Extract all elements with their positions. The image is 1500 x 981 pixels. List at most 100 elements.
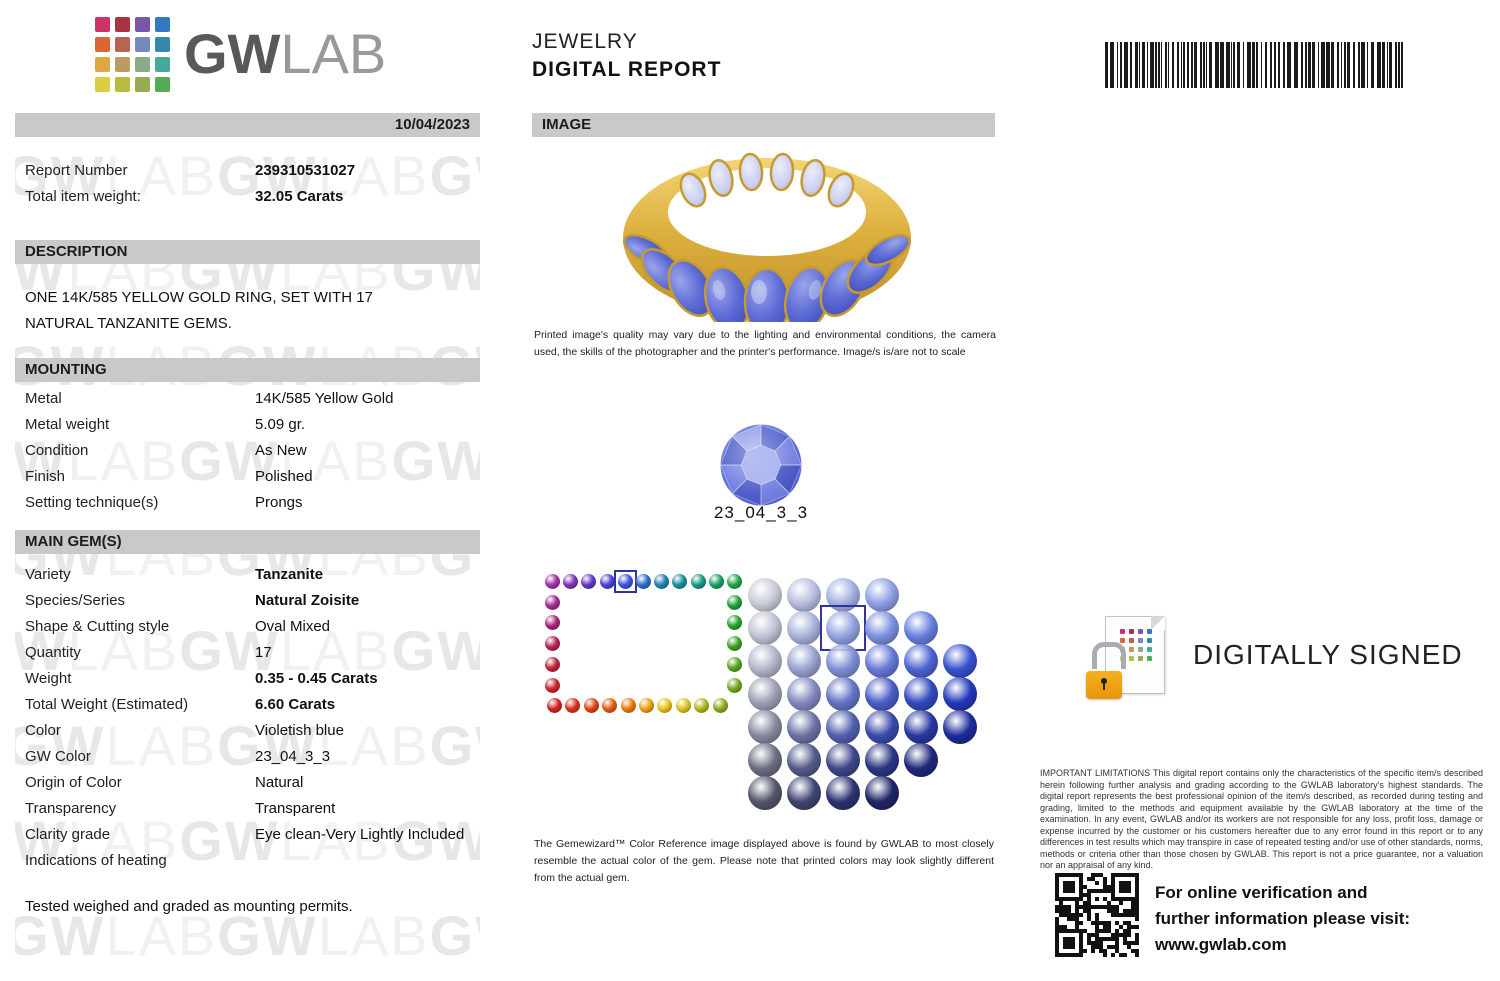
qr-module	[1059, 873, 1063, 877]
qr-module	[1123, 929, 1127, 933]
qr-module	[1115, 937, 1119, 941]
important-limitations-text: IMPORTANT LIMITATIONS This digital repor…	[1040, 768, 1483, 870]
field-value: Natural	[255, 774, 304, 791]
qr-module	[1091, 905, 1095, 909]
field-label: Total item weight:	[25, 188, 141, 205]
watermark-gw: GW	[15, 144, 106, 207]
qr-module	[1119, 885, 1123, 889]
hue-ring-dot	[545, 656, 560, 672]
barcode-bar	[1377, 42, 1381, 88]
logo-color-dot	[135, 76, 150, 92]
watermark-gw: GW	[15, 904, 106, 967]
qr-module	[1115, 945, 1119, 949]
qr-module	[1135, 949, 1139, 953]
tone-grid-gem	[943, 710, 977, 744]
qr-module	[1127, 933, 1131, 937]
qr-module	[1135, 909, 1139, 913]
watermark-lab: LAB	[317, 144, 430, 207]
barcode-bar	[1181, 42, 1182, 88]
qr-module	[1115, 905, 1119, 909]
qr-module	[1135, 901, 1139, 905]
qr-module	[1067, 885, 1071, 889]
qr-module	[1131, 905, 1135, 909]
qr-module	[1115, 909, 1119, 913]
qr-module	[1087, 889, 1091, 893]
qr-module	[1103, 921, 1107, 925]
gem-color-code-label: 23_04_3_3	[713, 503, 809, 522]
qr-module	[1071, 881, 1075, 885]
field-value: 6.60 Carats	[255, 696, 336, 713]
field-value: Violetish blue	[255, 722, 344, 739]
qr-module	[1083, 901, 1087, 905]
field-row: Total item weight: 32.05 Carats	[25, 184, 475, 210]
qr-module	[1119, 889, 1123, 893]
qr-module	[1095, 925, 1099, 929]
document-color-dot	[1138, 656, 1143, 661]
qr-module	[1135, 913, 1139, 917]
qr-module	[1083, 885, 1087, 889]
qr-module	[1135, 889, 1139, 893]
qr-module	[1091, 889, 1095, 893]
qr-module	[1123, 889, 1127, 893]
watermark-lab: LAB	[279, 429, 392, 492]
logo-color-dot	[115, 76, 130, 92]
watermark-lab: LAB	[67, 619, 180, 682]
qr-module	[1083, 949, 1087, 953]
qr-module	[1111, 877, 1115, 881]
hue-ring-dot	[727, 574, 742, 589]
qr-module	[1063, 909, 1067, 913]
qr-module	[1099, 937, 1103, 941]
barcode-bar	[1398, 42, 1400, 88]
qr-module	[1063, 913, 1067, 917]
hue-ring-dot	[620, 698, 636, 713]
field-label: Shape & Cutting style	[25, 618, 170, 635]
hue-ring-dot	[565, 698, 581, 713]
watermark-gw: GW	[15, 809, 68, 872]
qr-module	[1127, 909, 1131, 913]
barcode-bar	[1117, 42, 1118, 88]
barcode-bar	[1142, 42, 1145, 88]
barcode-bar	[1361, 42, 1365, 88]
qr-module	[1063, 905, 1067, 909]
tone-grid-gem	[787, 776, 821, 810]
tone-grid-gem	[865, 677, 899, 711]
logo-color-dot	[115, 56, 130, 72]
barcode-bar	[1294, 42, 1298, 88]
barcode-bar	[1274, 42, 1276, 88]
gwlab-logo-text: GWLAB	[184, 26, 386, 82]
qr-module	[1063, 929, 1067, 933]
qr-module	[1127, 945, 1131, 949]
qr-module	[1075, 921, 1079, 925]
watermark-gw: GW	[429, 904, 480, 967]
online-verification-text: For online verification and further info…	[1155, 880, 1485, 958]
tone-grid-gem	[904, 611, 938, 645]
hue-ring-dot	[727, 615, 742, 631]
color-reference-note: The Gemewizard™ Color Reference image di…	[534, 838, 994, 884]
field-value: Tanzanite	[255, 566, 324, 583]
watermark-gw: GW	[15, 619, 68, 682]
tone-grid-gem	[748, 743, 782, 777]
qr-module	[1131, 901, 1135, 905]
qr-module	[1123, 909, 1127, 913]
qr-module	[1115, 921, 1119, 925]
logo-text-lab: LAB	[280, 22, 387, 85]
qr-module	[1107, 909, 1111, 913]
field-row: Metal weight 5.09 gr.	[25, 412, 475, 438]
padlock-shackle	[1092, 642, 1126, 669]
qr-module	[1071, 941, 1075, 945]
mounting-fields: Metal 14K/585 Yellow Gold Metal weight 5.09…	[25, 386, 475, 516]
qr-module	[1055, 937, 1059, 941]
qr-module	[1127, 921, 1131, 925]
qr-module	[1119, 873, 1123, 877]
barcode-bar	[1389, 42, 1392, 88]
qr-module	[1107, 945, 1111, 949]
qr-module	[1087, 913, 1091, 917]
document-color-dot	[1129, 647, 1134, 652]
qr-module	[1103, 937, 1107, 941]
logo-color-dot	[155, 56, 170, 72]
tone-grid-gem	[748, 710, 782, 744]
tone-grid-gem	[748, 578, 782, 612]
qr-module	[1127, 913, 1131, 917]
field-label: Weight	[25, 670, 72, 687]
qr-module	[1055, 941, 1059, 945]
